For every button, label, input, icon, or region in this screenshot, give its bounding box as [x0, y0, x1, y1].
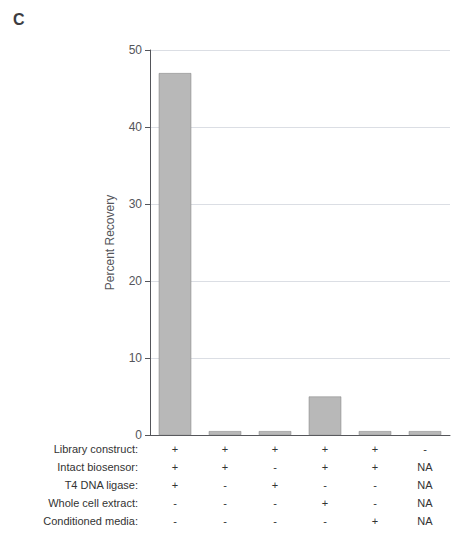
svg-text:+: + — [322, 497, 328, 509]
svg-text:-: - — [223, 515, 227, 527]
svg-text:+: + — [372, 443, 378, 455]
svg-text:+: + — [222, 461, 228, 473]
svg-text:+: + — [322, 461, 328, 473]
svg-text:+: + — [272, 443, 278, 455]
svg-text:+: + — [372, 461, 378, 473]
svg-text:10: 10 — [129, 351, 143, 365]
svg-text:40: 40 — [129, 120, 143, 134]
svg-text:+: + — [272, 479, 278, 491]
svg-text:-: - — [223, 479, 227, 491]
svg-text:Whole cell extract:: Whole cell extract: — [48, 497, 138, 509]
svg-text:NA: NA — [417, 497, 433, 509]
svg-text:-: - — [373, 479, 377, 491]
svg-text:20: 20 — [129, 274, 143, 288]
svg-text:NA: NA — [417, 461, 433, 473]
svg-text:0: 0 — [135, 428, 142, 442]
svg-text:+: + — [372, 515, 378, 527]
svg-text:NA: NA — [417, 479, 433, 491]
svg-text:+: + — [322, 443, 328, 455]
svg-text:+: + — [172, 461, 178, 473]
svg-text:-: - — [323, 515, 327, 527]
svg-text:-: - — [423, 443, 427, 455]
svg-text:-: - — [323, 479, 327, 491]
svg-text:30: 30 — [129, 197, 143, 211]
svg-text:-: - — [223, 497, 227, 509]
svg-text:-: - — [373, 497, 377, 509]
svg-text:Library construct:: Library construct: — [54, 443, 138, 455]
svg-text:-: - — [273, 461, 277, 473]
svg-text:-: - — [173, 497, 177, 509]
svg-text:+: + — [172, 443, 178, 455]
svg-text:C: C — [13, 11, 25, 28]
svg-text:T4 DNA ligase:: T4 DNA ligase: — [65, 479, 138, 491]
svg-text:NA: NA — [417, 515, 433, 527]
svg-text:-: - — [273, 515, 277, 527]
svg-text:+: + — [222, 443, 228, 455]
svg-text:-: - — [173, 515, 177, 527]
svg-text:-: - — [273, 497, 277, 509]
svg-text:50: 50 — [129, 43, 143, 57]
svg-text:Conditioned media:: Conditioned media: — [43, 515, 138, 527]
svg-text:+: + — [172, 479, 178, 491]
svg-text:Percent Recovery: Percent Recovery — [103, 195, 117, 290]
svg-text:Intact biosensor:: Intact biosensor: — [57, 461, 138, 473]
